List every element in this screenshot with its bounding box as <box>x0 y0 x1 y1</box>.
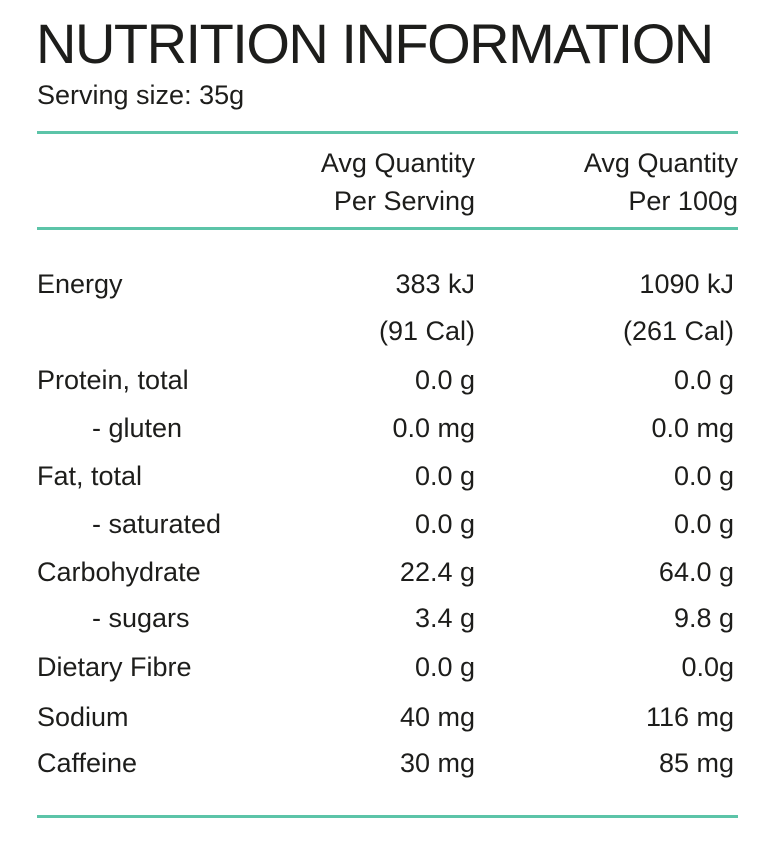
row-value-per-serving: 40 mg <box>399 702 475 732</box>
row-label: Protein, total <box>37 365 189 395</box>
row-value-per-100g: 9.8 g <box>673 603 734 633</box>
row-label: Carbohydrate <box>37 557 201 587</box>
header-per-100g-line2: Per 100g <box>628 186 738 216</box>
row-label: - sugars <box>92 603 190 633</box>
row-value-per-serving: 0.0 g <box>414 365 475 395</box>
row-value-per-100g: 0.0 g <box>673 365 734 395</box>
header-per-100g-line1: Avg Quantity <box>583 148 738 178</box>
row-value-per-100g: 0.0 g <box>673 461 734 491</box>
row-value-per-100g: 0.0 g <box>673 509 734 539</box>
table-row: Fat, total 0.0 g 0.0 g <box>0 456 772 496</box>
bottom-divider <box>37 815 738 818</box>
row-label: Caffeine <box>37 748 138 778</box>
row-value-per-100g: 85 mg <box>658 748 734 778</box>
row-value-per-serving: 0.0 g <box>414 461 475 491</box>
panel-title: NUTRITION INFORMATION <box>36 12 714 75</box>
table-row: Sodium 40 mg 116 mg <box>0 697 772 737</box>
row-label: - gluten <box>92 413 183 443</box>
row-value-per-serving: 0.0 g <box>414 509 475 539</box>
row-value-per-100g: 0.0 mg <box>651 413 734 443</box>
row-value-per-serving: 30 mg <box>399 748 475 778</box>
row-label: Sodium <box>37 702 129 732</box>
row-value-per-100g: 64.0 g <box>658 557 734 587</box>
row-label: Energy <box>37 269 123 299</box>
row-value-per-serving: 0.0 g <box>414 652 475 682</box>
top-divider <box>37 131 738 134</box>
table-row: - saturated 0.0 g 0.0 g <box>0 504 772 544</box>
row-value-per-100g: 116 mg <box>645 702 734 732</box>
header-per-serving-line2: Per Serving <box>333 186 475 216</box>
table-row: (91 Cal) (261 Cal) <box>0 311 772 351</box>
row-label: Dietary Fibre <box>37 652 192 682</box>
row-value-per-100g: 1090 kJ <box>639 269 734 299</box>
row-value-per-serving: (91 Cal) <box>378 316 475 346</box>
row-label: - saturated <box>92 509 222 539</box>
row-value-per-serving: 0.0 mg <box>392 413 475 443</box>
table-row: Dietary Fibre 0.0 g 0.0g <box>0 647 772 687</box>
table-row: Caffeine 30 mg 85 mg <box>0 743 772 783</box>
table-row: Energy 383 kJ 1090 kJ <box>0 264 772 304</box>
table-row: Protein, total 0.0 g 0.0 g <box>0 360 772 400</box>
row-label: Fat, total <box>37 461 143 491</box>
header-per-serving: Avg Quantity Per Serving <box>321 144 475 220</box>
header-per-100g: Avg Quantity Per 100g <box>584 144 738 220</box>
header-divider <box>37 227 738 230</box>
row-value-per-100g: (261 Cal) <box>622 316 734 346</box>
table-row: - gluten 0.0 mg 0.0 mg <box>0 408 772 448</box>
header-per-serving-line1: Avg Quantity <box>320 148 475 178</box>
row-value-per-100g: 0.0g <box>681 652 734 682</box>
row-value-per-serving: 3.4 g <box>414 603 475 633</box>
row-value-per-serving: 383 kJ <box>395 269 475 299</box>
serving-size: Serving size: 35g <box>37 80 245 110</box>
table-row: Carbohydrate 22.4 g 64.0 g <box>0 552 772 592</box>
table-row: - sugars 3.4 g 9.8 g <box>0 598 772 638</box>
row-value-per-serving: 22.4 g <box>399 557 475 587</box>
